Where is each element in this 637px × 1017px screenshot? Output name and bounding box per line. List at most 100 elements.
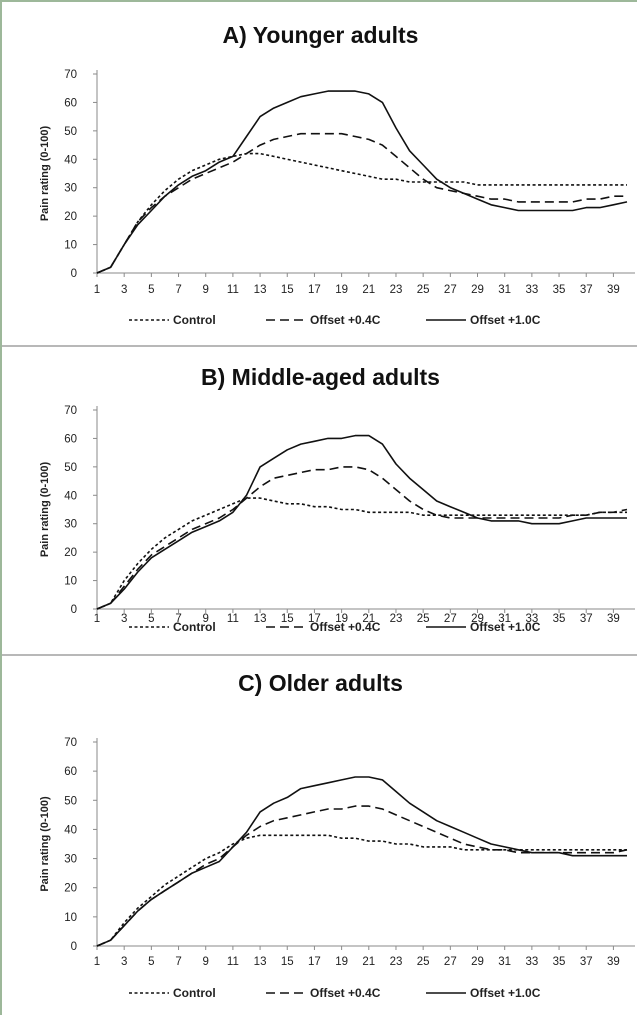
y-tick-label: 70 [64,405,77,417]
x-tick-label: 11 [227,956,239,968]
x-tick-label: 37 [580,956,593,968]
x-tick-label: 31 [498,956,511,968]
x-tick-label: 29 [471,284,484,296]
y-tick-label: 60 [64,97,77,109]
legend-item: Offset +1.0C [426,986,541,1000]
x-tick-label: 19 [335,956,348,968]
x-tick-label: 13 [254,613,267,625]
x-tick-label: 3 [121,956,127,968]
x-tick-label: 37 [580,284,593,296]
y-tick-label: 40 [64,824,77,836]
x-tick-label: 21 [362,613,375,625]
chart-title: C) Older adults [238,670,403,696]
panel-divider [2,654,637,656]
x-tick-label: 27 [444,956,457,968]
x-tick-label: 21 [362,284,375,296]
x-tick-label: 11 [227,284,239,296]
legend-item: Control [129,986,216,1000]
series-line-offset-0-4c [96,132,627,274]
x-tick-label: 29 [471,956,484,968]
panel-older-adults: C) Older adults 0 10 20 30 40 50 60 70 1 3 5 7 9 11 13… [4,656,637,1017]
chart-title: B) Middle-aged adults [201,364,440,390]
legend-label: Offset +1.0C [470,313,541,327]
legend-item: Offset +1.0C [426,313,541,327]
x-tick-label: 39 [607,284,620,296]
y-axis-label: Pain rating (0-100) [39,461,51,557]
x-tick-label: 31 [498,613,511,625]
legend-item: Offset +1.0C [426,620,541,634]
y-tick-label: 20 [64,547,77,559]
x-tick-label: 25 [417,284,430,296]
x-tick-label: 9 [203,613,209,625]
x-tick-label: 37 [580,613,593,625]
x-tick-label: 39 [607,956,620,968]
y-tick-label: 30 [64,183,77,195]
series-line-control [96,152,627,274]
legend-label: Control [173,313,216,327]
x-tick-label: 31 [498,284,511,296]
y-axis-label: Pain rating (0-100) [39,125,51,221]
y-tick-label: 50 [64,462,77,474]
series-line-offset-1-0c [96,90,628,274]
x-tick-label: 35 [553,613,566,625]
panel-younger-adults: A) Younger adults 0 10 20 30 40 50 60 70 1 3 5 7 9 11… [4,2,637,345]
legend-item: Control [129,620,216,634]
x-tick-label: 7 [175,284,181,296]
x-tick-label: 5 [148,613,154,625]
x-tick-label: 5 [148,284,154,296]
x-tick-label: 13 [254,284,267,296]
panel-middle-aged-adults: B) Middle-aged adults 0 10 20 30 40 50 60 70 1 3 5… [4,347,637,654]
y-tick-label: 70 [64,737,77,749]
x-tick-label: 9 [203,284,209,296]
x-tick-label: 7 [175,956,181,968]
x-tick-label: 23 [390,613,403,625]
x-tick-label: 3 [121,613,127,625]
x-tick-label: 15 [281,284,294,296]
x-tick-label: 27 [444,613,457,625]
x-tick-label: 35 [553,284,566,296]
y-tick-label: 40 [64,154,77,166]
panel-divider [2,345,637,347]
y-tick-label: 50 [64,795,77,807]
x-tick-label: 23 [390,956,403,968]
legend-item: Offset +0.4C [266,986,381,1000]
x-tick-label: 1 [94,284,100,296]
x-tick-label: 15 [281,956,294,968]
legend-item: Offset +0.4C [266,313,381,327]
x-tick-label: 9 [203,956,209,968]
x-tick-label: 27 [444,284,457,296]
x-tick-label: 19 [335,613,348,625]
y-tick-label: 70 [64,69,77,81]
y-tick-label: 10 [64,912,77,924]
x-tick-label: 5 [148,956,154,968]
y-tick-label: 20 [64,211,77,223]
x-tick-label: 39 [607,613,620,625]
y-tick-label: 10 [64,576,77,588]
x-tick-label: 1 [94,956,100,968]
y-tick-label: 60 [64,433,77,445]
legend-item: Control [129,313,216,327]
y-tick-label: 30 [64,854,77,866]
legend-label: Offset +1.0C [470,620,541,634]
series-line-offset-1-0c [96,434,627,610]
y-tick-label: 60 [64,766,77,778]
y-tick-label: 20 [64,883,77,895]
legend-label: Offset +0.4C [310,986,381,1000]
x-tick-label: 7 [175,613,181,625]
legend-label: Offset +0.4C [310,313,381,327]
x-tick-label: 15 [281,613,294,625]
series-line-offset-0-4c [96,466,628,610]
chart-title: A) Younger adults [222,22,419,48]
legend-label: Control [173,986,216,1000]
x-tick-label: 17 [308,613,321,625]
y-tick-label: 40 [64,490,77,502]
x-tick-label: 3 [121,284,127,296]
x-tick-label: 33 [525,956,538,968]
x-tick-label: 11 [227,613,239,625]
legend-label: Control [173,620,216,634]
legend-item: Offset +0.4C [266,620,381,634]
series-line-offset-1-0c [96,776,627,947]
